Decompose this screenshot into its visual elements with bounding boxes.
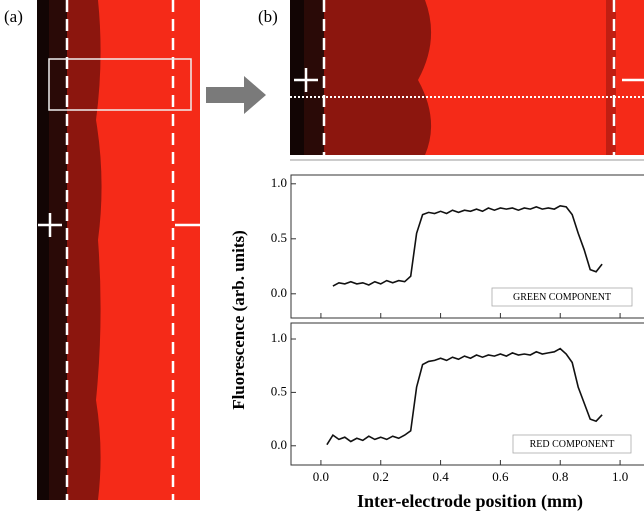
plot-frame — [290, 322, 644, 466]
x-tick-label: 0.4 — [432, 469, 449, 484]
data-line — [326, 347, 603, 446]
legend-label: GREEN COMPONENT — [513, 292, 611, 303]
legend-label: RED COMPONENT — [530, 439, 615, 450]
x-tick-label: 0.6 — [492, 469, 509, 484]
y-tick-label: 0.0 — [271, 437, 287, 452]
panel-label: (a) — [4, 7, 23, 26]
y-tick-label: 1.0 — [271, 175, 287, 190]
y-tick-label: 0.0 — [271, 285, 287, 300]
y-tick-label: 0.5 — [271, 230, 287, 245]
data-line — [332, 204, 603, 287]
x-tick-label: 1.0 — [612, 469, 628, 484]
y-axis-label: Fluorescence (arb. units) — [229, 230, 248, 410]
legend-box — [512, 434, 632, 454]
x-tick-label: 0.8 — [552, 469, 568, 484]
image-a — [37, 0, 200, 500]
legend-box — [491, 287, 633, 307]
x-tick-label: 0.0 — [313, 469, 329, 484]
y-tick-label: 0.5 — [271, 383, 287, 398]
plot-frame — [290, 174, 644, 319]
panel-label: (b) — [258, 7, 278, 26]
image-b — [290, 0, 644, 161]
y-tick-label: 1.0 — [271, 330, 287, 345]
x-axis-label: Inter-electrode position (mm) — [357, 491, 583, 512]
arrow — [206, 76, 266, 114]
x-tick-label: 0.2 — [373, 469, 389, 484]
